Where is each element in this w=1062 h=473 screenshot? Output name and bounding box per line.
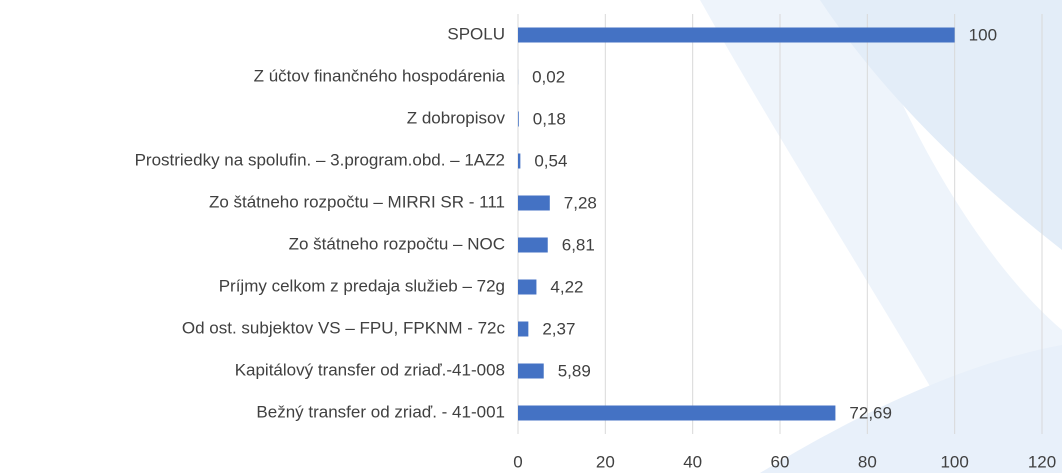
data-label: 72,69 [849,403,892,422]
background-swoosh [700,0,1062,473]
data-label: 0,18 [533,109,566,128]
y-tick-label: Kapitálový transfer od zriaď.-41-008 [235,360,505,379]
x-tick-label: 100 [940,452,968,471]
data-label: 0,54 [534,151,567,170]
background-decoration [700,0,1062,473]
data-label: 0,02 [532,67,565,86]
y-tick-label: Zo štátneho rozpočtu – MIRRI SR - 111 [209,192,505,211]
y-tick-label: Z dobropisov [407,108,506,127]
bar [518,153,521,169]
background-swoosh [760,345,1062,473]
bar [518,237,548,253]
bar [518,405,836,421]
x-tick-label: 40 [683,452,702,471]
y-tick-label: Zo štátneho rozpočtu – NOC [289,234,505,253]
x-tick-label: 120 [1028,452,1056,471]
data-label: 6,81 [562,235,595,254]
data-label: 5,89 [558,361,591,380]
y-tick-label: SPOLU [447,24,505,43]
y-tick-label: Od ost. subjektov VS – FPU, FPKNM - 72c [182,318,506,337]
x-tick-label: 80 [858,452,877,471]
y-tick-label: Bežný transfer od zriaď. - 41-001 [256,402,505,421]
bar [518,111,519,127]
bar [518,321,529,337]
data-label: 2,37 [542,319,575,338]
x-tick-label: 0 [513,452,522,471]
data-label: 4,22 [550,277,583,296]
y-tick-label: Prostriedky na spolufin. – 3.program.obd… [135,150,505,169]
background-swoosh [820,0,1062,250]
x-tick-label: 60 [771,452,790,471]
bar [518,363,544,379]
bar [518,195,550,211]
bar [518,279,537,295]
bar [518,27,955,43]
data-label: 7,28 [564,193,597,212]
y-tick-label: Príjmy celkom z predaja služieb – 72g [219,276,505,295]
x-tick-label: 20 [596,452,615,471]
data-label: 100 [969,25,997,44]
y-tick-label: Z účtov finančného hospodárenia [254,66,506,85]
